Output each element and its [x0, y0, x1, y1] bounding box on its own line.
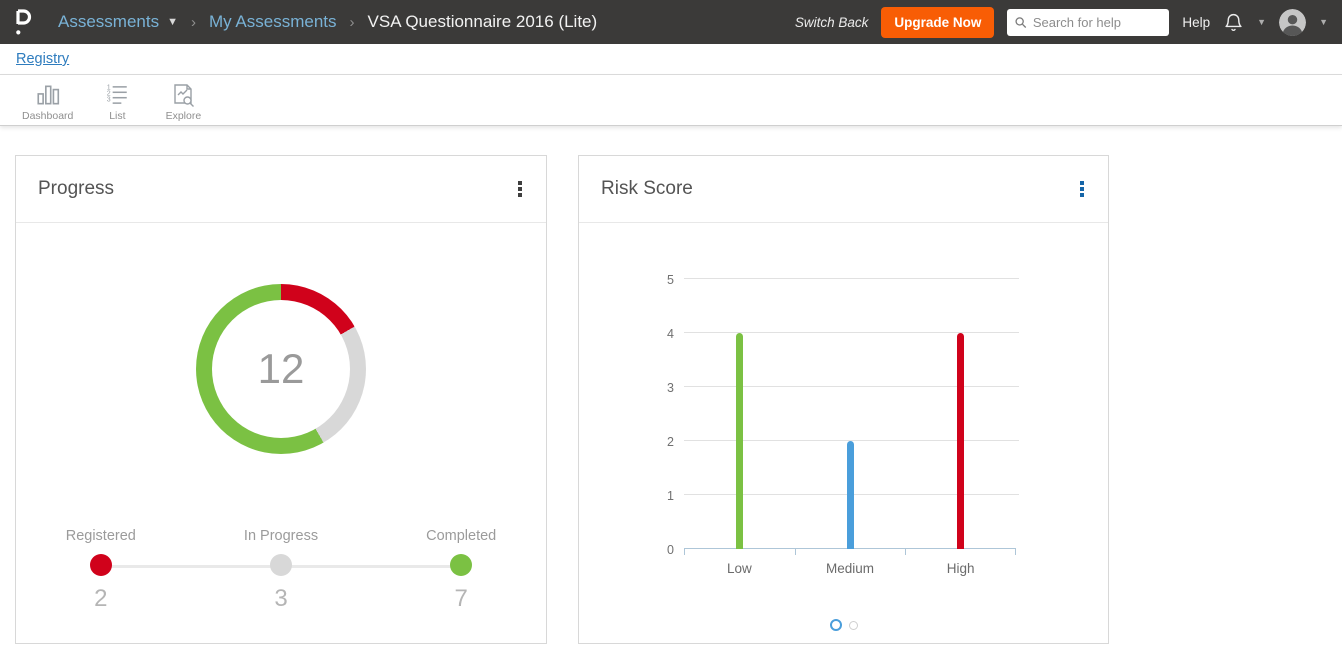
- registry-link[interactable]: Registry: [16, 51, 70, 67]
- avatar-icon: [1279, 8, 1307, 36]
- x-axis-tick: [1015, 549, 1016, 555]
- breadcrumb-my-assessments[interactable]: My Assessments: [208, 12, 337, 31]
- gridline: [684, 386, 1019, 387]
- progress-donut-chart: 12: [196, 284, 366, 454]
- carousel-dot-2[interactable]: [848, 620, 858, 630]
- carousel-dot-1[interactable]: [829, 619, 842, 631]
- legend-item-in-progress: In Progress 3: [221, 528, 341, 613]
- risk-card-menu-button[interactable]: [1078, 179, 1086, 199]
- progress-legend: Registered 2 In Progress 3 Completed 7: [16, 528, 546, 636]
- subnav: Registry: [0, 44, 1342, 75]
- search-icon: [1015, 16, 1027, 28]
- svg-text:3: 3: [107, 97, 111, 104]
- y-axis-tick-label: 5: [667, 273, 674, 287]
- toolbar-dashboard-label: Dashboard: [22, 110, 74, 122]
- gridline: [684, 440, 1019, 441]
- header-actions: Switch Back Upgrade Now Help ▼ ▼: [794, 6, 1328, 38]
- switch-back-link[interactable]: Switch Back: [794, 14, 869, 30]
- x-axis-category-label: High: [946, 561, 975, 576]
- progress-card-header: Progress: [16, 156, 546, 223]
- help-link[interactable]: Help: [1182, 14, 1211, 30]
- toolbar-explore-button[interactable]: Explore: [157, 80, 209, 124]
- numbered-list-icon: 1 2 3: [107, 85, 128, 104]
- notifications-bell-button[interactable]: [1223, 11, 1244, 34]
- legend-label: Completed: [426, 528, 497, 544]
- upgrade-now-button[interactable]: Upgrade Now: [881, 6, 995, 38]
- progress-total-value: 12: [257, 345, 305, 392]
- x-axis-category-label: Low: [726, 561, 752, 576]
- progress-card-menu-button[interactable]: [516, 179, 524, 199]
- carousel-pagination: [579, 619, 1108, 631]
- breadcrumb-separator: ›: [349, 13, 355, 31]
- breadcrumb: Assessments ▼ › My Assessments › VSA Que…: [58, 12, 597, 32]
- explore-report-icon: [174, 84, 195, 107]
- search-input[interactable]: [1032, 14, 1162, 30]
- bell-icon: [1225, 13, 1242, 31]
- legend-value: 3: [274, 585, 288, 612]
- progress-card: Progress 12 Registered 2 In Progress 3 Compl…: [15, 155, 547, 644]
- nav-assessments-dropdown[interactable]: Assessments ▼: [58, 12, 178, 32]
- y-axis-tick-label: 2: [667, 435, 674, 449]
- bar-low: [735, 333, 743, 549]
- risk-card-header: Risk Score: [579, 156, 1108, 223]
- legend-value: 2: [94, 585, 108, 612]
- top-header: Assessments ▼ › My Assessments › VSA Que…: [0, 0, 1342, 44]
- logo-p-icon: [16, 8, 32, 34]
- user-avatar-button[interactable]: [1279, 8, 1307, 36]
- bar-high: [957, 333, 965, 549]
- chevron-down-icon: ▼: [167, 16, 178, 28]
- page-title: VSA Questionnaire 2016 (Lite): [367, 12, 598, 31]
- bar-medium: [846, 441, 854, 549]
- legend-item-completed: Completed 7: [401, 528, 521, 613]
- svg-text:1: 1: [107, 85, 111, 92]
- legend-label: In Progress: [243, 528, 319, 544]
- toolbar-dashboard-button[interactable]: Dashboard: [18, 80, 77, 124]
- dashboard-bars-icon: [37, 85, 59, 105]
- gridline: [684, 278, 1019, 279]
- y-axis-tick-label: 4: [667, 327, 674, 341]
- legend-value: 7: [454, 585, 468, 612]
- app-logo[interactable]: [14, 8, 32, 36]
- y-axis-tick-label: 0: [667, 543, 674, 557]
- progress-donut-hole: [212, 300, 350, 438]
- x-axis-tick: [684, 549, 685, 555]
- progress-card-title: Progress: [38, 178, 115, 199]
- avatar-caret-icon[interactable]: ▼: [1319, 17, 1328, 27]
- gridline: [684, 332, 1019, 333]
- risk-card-title: Risk Score: [601, 178, 693, 199]
- notifications-caret-icon[interactable]: ▼: [1257, 17, 1267, 27]
- x-axis-tick: [905, 549, 907, 555]
- x-axis-tick: [794, 549, 796, 555]
- x-axis-category-label: Medium: [825, 561, 874, 576]
- help-search-box[interactable]: [1007, 8, 1170, 36]
- y-axis-tick-label: 3: [667, 381, 674, 395]
- nav-assessments-label: Assessments: [58, 12, 160, 31]
- toolbar-explore-label: Explore: [165, 110, 202, 122]
- y-axis-tick-label: 1: [667, 489, 674, 503]
- legend-item-registered: Registered 2: [41, 528, 161, 613]
- legend-dot-icon: [270, 554, 292, 576]
- toolbar-list-label: List: [109, 110, 126, 122]
- risk-score-card: Risk Score 0 1 2 3 4 5 Low Medium High: [578, 155, 1109, 644]
- view-toolbar: Dashboard 1 2 3 List Explore: [0, 75, 1342, 126]
- svg-text:2: 2: [107, 91, 111, 98]
- risk-bar-chart: 0 1 2 3 4 5 Low Medium High: [667, 273, 1019, 576]
- toolbar-list-button[interactable]: 1 2 3 List: [91, 80, 143, 124]
- legend-dot-icon: [89, 554, 112, 576]
- legend-dot-icon: [450, 554, 473, 576]
- legend-label: Registered: [65, 528, 136, 544]
- breadcrumb-separator: ›: [190, 13, 196, 31]
